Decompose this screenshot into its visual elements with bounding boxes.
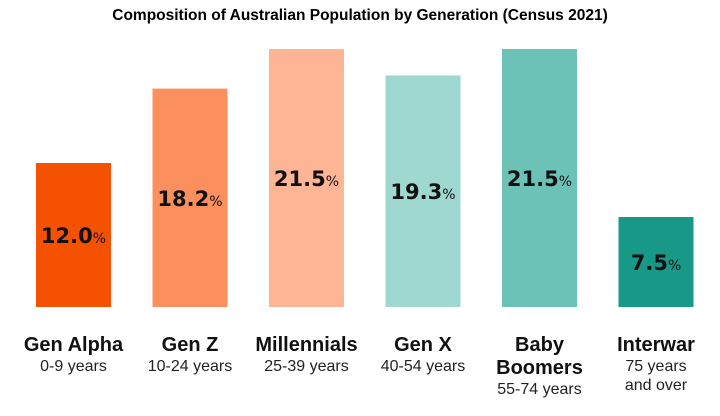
bar-gen-z — [152, 88, 228, 307]
category-age-range: 0-9 years — [40, 358, 107, 375]
category-age-range: 25-39 years — [264, 358, 349, 375]
data-label: 21.5% — [274, 167, 339, 191]
category-name: Millennials — [255, 334, 358, 356]
bar-gen-x — [385, 75, 461, 308]
bar-millennials — [269, 49, 344, 307]
category-age-range: 55-74 years — [497, 381, 582, 398]
category-age-range: 10-24 years — [147, 358, 233, 375]
data-label: 19.3% — [390, 180, 455, 204]
bar-gen-alpha — [36, 163, 111, 307]
category-label: Gen Alpha 0-9 years — [4, 334, 144, 376]
category-name: Gen X — [394, 334, 452, 356]
category-label: Baby Boomers 55-74 years — [470, 334, 610, 399]
category-label: Gen Z 10-24 years — [120, 334, 260, 376]
chart-title: Composition of Australian Population by … — [112, 7, 608, 24]
category-age-range: 75 years and over — [624, 358, 688, 394]
bar-baby-boomers — [502, 49, 577, 307]
category-name: Gen Alpha — [23, 334, 124, 356]
category-label: Millennials 25-39 years — [237, 334, 377, 376]
category-label: Interwar 75 years and over — [586, 334, 720, 395]
data-label: 18.2% — [157, 187, 222, 211]
data-label: 12.0% — [41, 224, 106, 248]
data-label: 21.5% — [507, 167, 572, 191]
category-name: Interwar — [617, 334, 695, 356]
category-age-range: 40-54 years — [380, 358, 466, 375]
category-name: Baby Boomers — [496, 334, 583, 379]
bar-interwar — [618, 217, 694, 307]
category-name: Gen Z — [161, 334, 219, 356]
data-label: 7.5% — [631, 251, 682, 275]
category-label: Gen X 40-54 years — [353, 334, 493, 376]
